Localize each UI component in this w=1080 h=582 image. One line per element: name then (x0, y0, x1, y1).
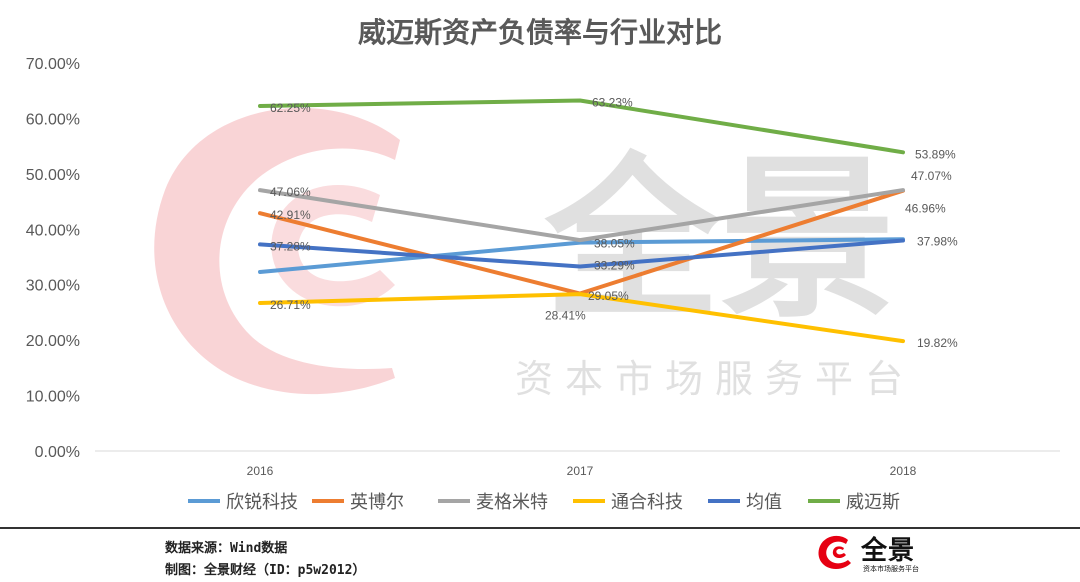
series-line-5 (258, 98, 905, 155)
series-line-2 (258, 188, 905, 243)
data-label: 47.06% (270, 185, 311, 199)
logo-subtitle: 资本市场服务平台 (863, 565, 919, 573)
data-label: 38.05% (594, 237, 635, 251)
logo-name: 全景 (861, 536, 916, 566)
data-label: 53.89% (915, 147, 956, 161)
footer-credit: 制图：全景财经（ID：p5w2012） (165, 563, 366, 578)
watermark: 全景 资本市场服务平台 (154, 107, 915, 401)
y-tick-label: 30.00% (26, 278, 80, 295)
x-axis: 2016 2017 2018 (247, 464, 917, 478)
y-tick-label: 50.00% (26, 167, 80, 184)
data-label: 37.28% (270, 239, 311, 253)
data-label: 33.29% (594, 258, 635, 272)
footer-source: 数据来源：Wind数据 (165, 541, 288, 556)
data-label: 26.71% (270, 298, 311, 312)
x-tick-label: 2017 (567, 464, 594, 478)
legend: 欣锐科技 英博尔 麦格米特 通合科技 均值 威迈斯 (188, 492, 900, 513)
series-line-3 (258, 292, 905, 344)
watermark-logo-swoosh (154, 107, 400, 395)
data-label: 29.05% (588, 289, 629, 303)
footer-divider (0, 527, 1080, 529)
legend-item: 英博尔 (350, 492, 404, 513)
y-tick-label: 40.00% (26, 222, 80, 239)
data-label: 46.96% (905, 202, 946, 216)
y-tick-label: 60.00% (26, 111, 80, 128)
legend-item: 均值 (746, 492, 782, 513)
y-tick-label: 20.00% (26, 333, 80, 350)
watermark-logo-core (271, 185, 395, 307)
x-tick-label: 2016 (247, 464, 274, 478)
data-label: 62.25% (270, 101, 311, 115)
chart-title: 威迈斯资产负债率与行业对比 (358, 16, 722, 49)
series-line-0 (258, 237, 905, 274)
legend-item: 欣锐科技 (226, 492, 298, 513)
line-chart: 全景 资本市场服务平台 威迈斯资产负债率与行业对比 0.00% 10.00% 20.… (26, 16, 1060, 513)
data-labels: 38.05% 42.91% 28.41% 46.96% 47.06% 47.07% 26.7… (270, 96, 958, 351)
data-label: 63.23% (592, 96, 633, 110)
legend-item: 麦格米特 (476, 492, 548, 513)
data-label: 42.91% (270, 208, 311, 222)
y-tick-label: 10.00% (26, 389, 80, 406)
logo-swoosh-icon (818, 535, 851, 569)
y-tick-label: 70.00% (26, 56, 80, 73)
data-label: 37.98% (917, 234, 958, 248)
data-label: 47.07% (911, 169, 952, 183)
data-label: 19.82% (917, 336, 958, 350)
y-axis: 0.00% 10.00% 20.00% 30.00% 40.00% 50.00% 60.00… (26, 56, 80, 461)
watermark-subtitle: 资本市场服务平台 (515, 357, 915, 401)
data-label: 28.41% (545, 309, 586, 323)
series-lines (258, 98, 905, 344)
footer-logo: 全景 资本市场服务平台 (815, 530, 935, 580)
x-tick-label: 2018 (890, 464, 917, 478)
legend-item: 威迈斯 (846, 492, 900, 513)
y-tick-label: 0.00% (35, 444, 80, 461)
legend-item: 通合科技 (611, 492, 683, 513)
series-line-4 (258, 238, 905, 269)
